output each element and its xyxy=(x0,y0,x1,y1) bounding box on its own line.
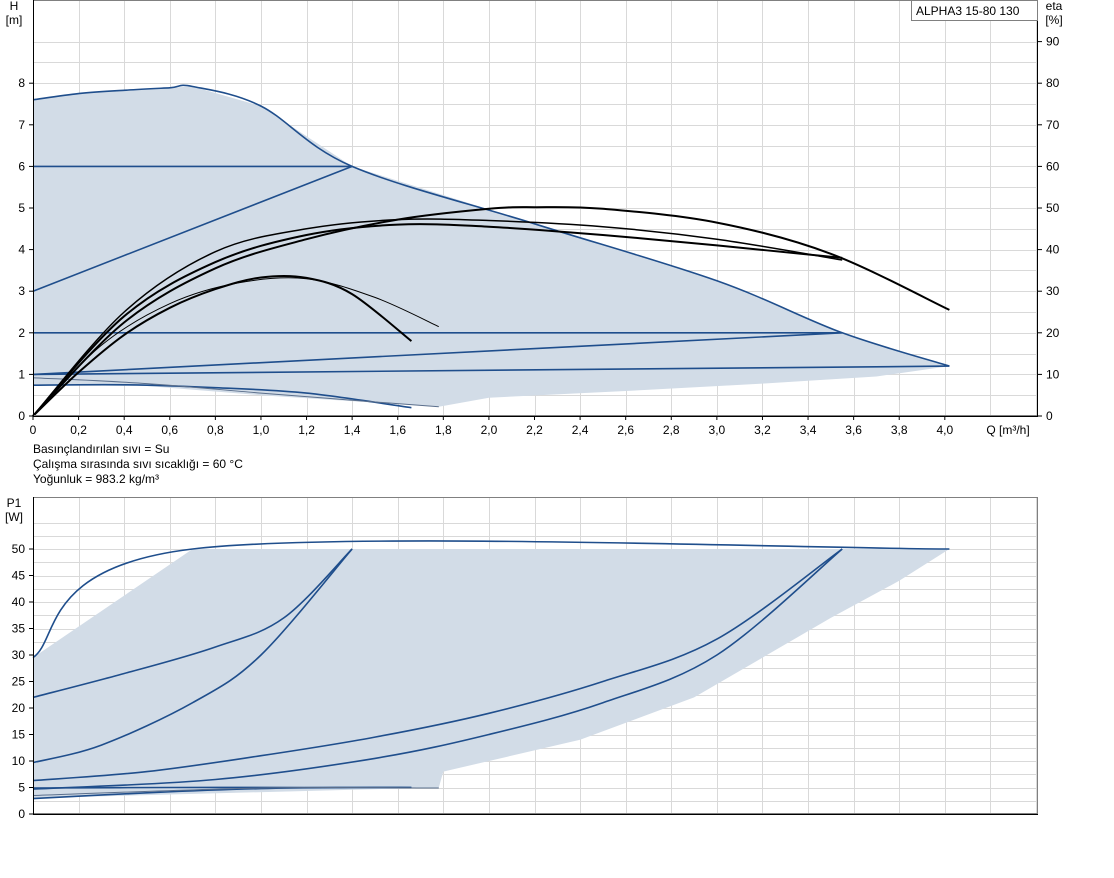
x-tick-label: 3,0 xyxy=(709,423,726,437)
x-tick-label: 0 xyxy=(30,423,37,437)
model-label: ALPHA3 15-80 130 xyxy=(916,4,1020,18)
curve-series-5 xyxy=(32,365,950,376)
curve-series-9 xyxy=(32,277,440,417)
y-tick-label: 4 xyxy=(18,243,25,257)
curve-series-7 xyxy=(32,786,439,796)
y-tick-label: 0 xyxy=(18,807,25,821)
model-box-frame xyxy=(911,0,1038,21)
fluid-note: Yoğunluk = 983.2 kg/m³ xyxy=(33,472,159,486)
y-tick-label: 10 xyxy=(12,754,26,768)
curve-series-8 xyxy=(32,274,413,417)
curve-series-0 xyxy=(32,540,950,659)
y-tick-label: 2 xyxy=(18,326,25,340)
y-tick-label: 20 xyxy=(12,701,26,715)
y2-axis-label: eta xyxy=(1046,0,1063,13)
curve-series-6 xyxy=(32,383,412,409)
y2-axis-unit: [%] xyxy=(1045,13,1062,27)
y-tick-label: 15 xyxy=(12,728,26,742)
y2-tick-label: 60 xyxy=(1046,159,1060,173)
y2-tick-label: 0 xyxy=(1046,409,1053,423)
curve-series-4 xyxy=(32,548,843,790)
fluid-note: Çalışma sırasında sıvı sıcaklığı = 60 °C xyxy=(33,457,243,471)
x-tick-label: 3,4 xyxy=(800,423,817,437)
y-tick-label: 50 xyxy=(12,542,26,556)
y2-tick-label: 80 xyxy=(1046,76,1060,90)
y-tick-label: 0 xyxy=(18,409,25,423)
curve-series-1 xyxy=(32,548,353,699)
operating-range-area xyxy=(33,549,950,799)
y-tick-label: 5 xyxy=(18,781,25,795)
curve-series-10 xyxy=(32,223,843,417)
x-tick-label: 2,2 xyxy=(526,423,543,437)
y2-tick-label: 70 xyxy=(1046,118,1060,132)
head-chart: 0 1 2 3 4 5 6 7 8 H[m] xyxy=(6,0,1038,423)
x-tick-label: 0,8 xyxy=(207,423,224,437)
x-tick-label: 0,6 xyxy=(161,423,178,437)
x-tick-label: 1,8 xyxy=(435,423,452,437)
x-tick-label: 3,8 xyxy=(891,423,908,437)
model-box: ALPHA3 15-80 130 xyxy=(911,0,1038,21)
power-chart: 0 5 10 15 20 25 30 35 40 45 50 P1[W] xyxy=(5,496,1038,821)
y-tick-label: 8 xyxy=(18,76,25,90)
curve-series-0 xyxy=(32,84,950,367)
y-tick-label: 7 xyxy=(18,118,25,132)
x-tick-label: 3,2 xyxy=(754,423,771,437)
curve-series-2 xyxy=(32,165,353,292)
x-tick-label: 2,4 xyxy=(572,423,589,437)
y-tick-label: 40 xyxy=(12,595,26,609)
y-tick-label: 25 xyxy=(12,675,26,689)
y-tick-label: 35 xyxy=(12,622,26,636)
curve-series-7 xyxy=(32,377,439,408)
y2-tick-label: 10 xyxy=(1046,367,1060,381)
curve-series-2 xyxy=(32,548,353,764)
y-tick-label: 45 xyxy=(12,569,26,583)
x-tick-label: 2,8 xyxy=(663,423,680,437)
y-tick-label: 1 xyxy=(18,367,25,381)
x-tick-label: 1,6 xyxy=(389,423,406,437)
y2-tick-label: 90 xyxy=(1046,35,1060,49)
x-tick-label: 0,2 xyxy=(70,423,87,437)
x-tick-label: 0,4 xyxy=(116,423,133,437)
x-tick-label: 2,0 xyxy=(481,423,498,437)
x-tick-label: 1,2 xyxy=(298,423,315,437)
x-tick-label: 1,4 xyxy=(344,423,361,437)
curve-series-4 xyxy=(32,332,843,376)
x-axis: 0 0,2 0,4 0,6 0,8 1,0 1,2 1,4 1,6 1,8 2,0 2,2 2,4 2,6… xyxy=(30,416,1030,437)
y2-tick-label: 30 xyxy=(1046,284,1060,298)
y-tick-label: 6 xyxy=(18,159,25,173)
x-tick-label: 2,6 xyxy=(617,423,634,437)
y-tick-label: 30 xyxy=(12,648,26,662)
curve-series-3 xyxy=(32,548,843,782)
y-tick-label: 3 xyxy=(18,284,25,298)
y-tick-label: 5 xyxy=(18,201,25,215)
curve-series-12 xyxy=(32,206,950,417)
right-axis: 0 10 20 30 40 50 60 70 80 90 eta[%] xyxy=(1037,0,1063,423)
y-axis-label: P1 xyxy=(7,496,22,510)
x-tick-label: 1,0 xyxy=(253,423,270,437)
x-tick-label: 4,0 xyxy=(936,423,953,437)
y-axis-label: H xyxy=(10,0,19,13)
x-axis-unit: Q [m³/h] xyxy=(986,423,1029,437)
fluid-note: Basınçlandırılan sıvı = Su xyxy=(33,442,169,456)
y2-tick-label: 40 xyxy=(1046,243,1060,257)
y-axis-unit: [W] xyxy=(5,510,23,524)
y-axis-unit: [m] xyxy=(6,13,23,27)
x-tick-label: 3,6 xyxy=(845,423,862,437)
y2-tick-label: 20 xyxy=(1046,326,1060,340)
y2-tick-label: 50 xyxy=(1046,201,1060,215)
